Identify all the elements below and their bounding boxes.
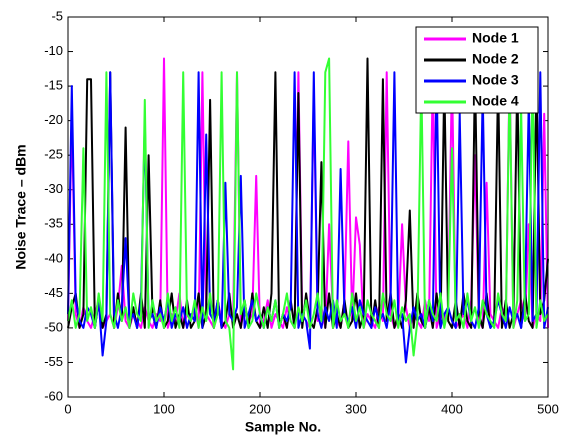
y-tick-label: -10 xyxy=(44,43,63,58)
x-axis-label: Sample No. xyxy=(245,419,321,435)
legend-label: Node 2 xyxy=(472,51,519,67)
series-line xyxy=(67,57,549,371)
x-tick-label: 100 xyxy=(153,401,175,416)
legend-label: Node 3 xyxy=(472,72,519,88)
x-tick-label: 200 xyxy=(249,401,271,416)
legend-label: Node 1 xyxy=(472,30,519,46)
legend-label: Node 4 xyxy=(472,93,519,109)
y-tick-label: -15 xyxy=(44,78,63,93)
x-tick-label: 300 xyxy=(345,401,367,416)
y-tick-label: -25 xyxy=(44,147,63,162)
x-tick-label: 500 xyxy=(537,401,559,416)
y-tick-label: -45 xyxy=(44,285,63,300)
y-tick-label: -20 xyxy=(44,112,63,127)
axes-box xyxy=(67,16,549,398)
y-tick-label: -40 xyxy=(44,250,63,265)
y-axis-label: Noise Trace – dBm xyxy=(13,144,29,269)
legend-box xyxy=(415,26,539,114)
y-tick-label: -30 xyxy=(44,181,63,196)
y-tick-label: -5 xyxy=(51,8,63,23)
y-tick-label: -55 xyxy=(44,354,63,369)
x-tick-label: 400 xyxy=(441,401,463,416)
x-tick-label: 0 xyxy=(64,401,71,416)
y-tick-label: -60 xyxy=(44,388,63,403)
y-tick-label: -35 xyxy=(44,216,63,231)
y-tick-label: -50 xyxy=(44,319,63,334)
